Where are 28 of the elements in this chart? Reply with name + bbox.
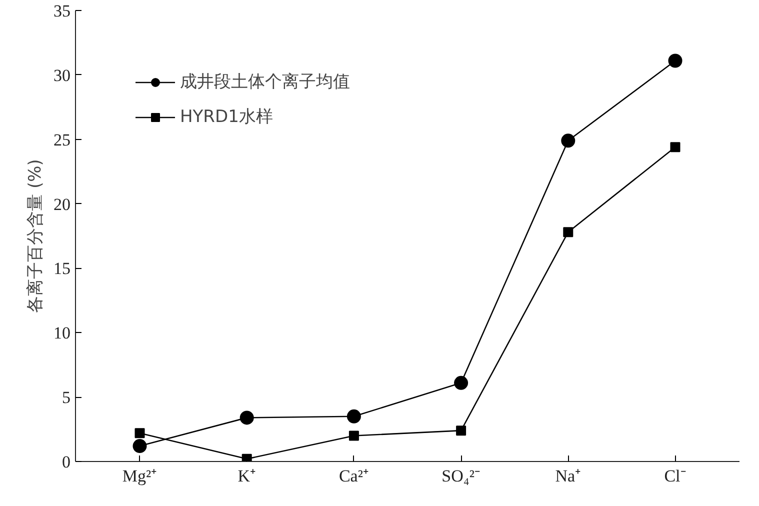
y-tick-label: 35 (54, 2, 70, 20)
point (132, 439, 147, 454)
legend-label: HYRD1水样 (180, 106, 273, 128)
point (668, 54, 682, 68)
y-tick-label: 10 (54, 324, 70, 343)
x-tick-label: K⁺ (238, 466, 256, 486)
x-tick-label: SO₄²⁻ (442, 466, 480, 486)
point (348, 430, 359, 441)
y-tick-label: 25 (54, 130, 70, 150)
y-axis-title: 各离子百分含量 (%) (26, 159, 46, 313)
point (563, 227, 574, 238)
y-tick-label: 5 (62, 388, 70, 408)
point (346, 409, 361, 424)
point (670, 142, 680, 152)
x-tick-label: Mg²⁺ (122, 466, 158, 486)
legend-label: 成井段土体个离子均值 (180, 71, 350, 93)
point (456, 426, 466, 436)
y-tick-label: 0 (62, 452, 70, 472)
point (240, 410, 254, 425)
y-tick-label: 15 (54, 259, 70, 278)
point (454, 376, 468, 390)
x-tick-label: Na⁺ (555, 466, 582, 486)
point (134, 428, 145, 438)
y-tick-label: 20 (54, 194, 70, 214)
x-tick-label: Cl⁻ (664, 466, 686, 486)
x-tick-label: Ca²⁺ (338, 466, 369, 486)
point (561, 134, 576, 148)
y-tick-label: 30 (54, 66, 70, 85)
